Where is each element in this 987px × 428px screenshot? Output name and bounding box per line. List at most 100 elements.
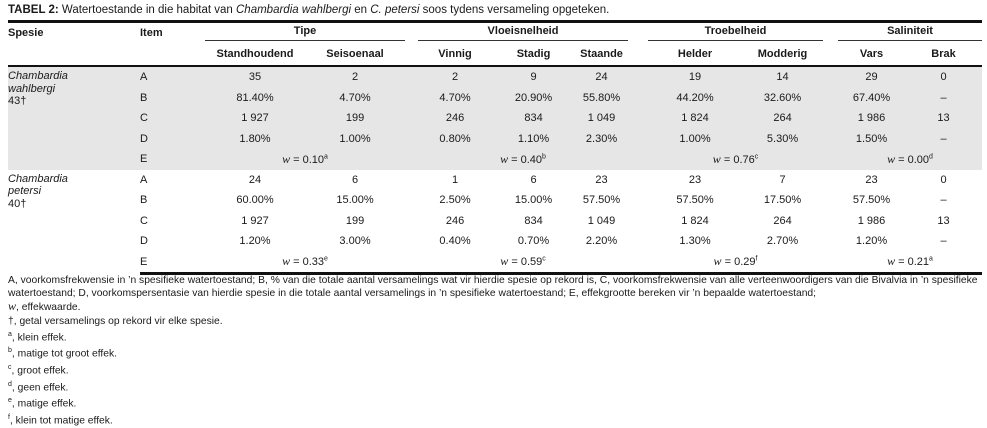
item-label: D: [140, 128, 205, 149]
table-cell: 264: [742, 108, 824, 129]
table-cell: 5.30%: [742, 128, 824, 149]
table-row: Chambardia wahlbergi 43† A 35 2 2 9 24 19 14 29 0: [8, 66, 983, 170]
footnote: †, getal versamelings op rekord vir elke…: [8, 315, 223, 327]
header-group-vloeisnelheid: Vloeisnelheid: [418, 20, 629, 43]
table-cell: 15.00%: [514, 194, 553, 207]
header-spesie: Spesie: [8, 20, 140, 43]
footnote: b, matige tot groot effek.: [8, 347, 118, 360]
header-item: Item: [140, 20, 205, 43]
table-row: D 1.80% 1.00% 0.80% 1.10% 2.30% 1.00% 5.30% 1.50…: [8, 128, 983, 149]
header-column: Brak: [905, 43, 983, 67]
table-cell: –: [905, 87, 983, 108]
table-cell: 23: [865, 173, 878, 186]
table-cell: 1.00%: [305, 128, 406, 149]
effect-size: w = 0.76c: [648, 149, 824, 170]
item-label: B: [140, 194, 148, 207]
effect-size: w = 0.10a: [205, 149, 406, 170]
table-cell: 2.70%: [766, 235, 799, 248]
table-cell: 1.80%: [205, 128, 305, 149]
item-label: A: [140, 173, 148, 186]
table-label: TABEL 2:: [8, 4, 59, 16]
table-cell: 6: [351, 173, 359, 186]
table-cell: 55.80%: [575, 87, 629, 108]
table-notes: A, voorkomsfrekwensie in ’n spesifieke w…: [8, 274, 983, 428]
table-cell: 1 927: [205, 108, 305, 129]
table-cell: 19: [648, 66, 743, 88]
table-cell: 246: [445, 214, 465, 227]
table-cell: 199: [305, 108, 406, 129]
table-cell: 6: [530, 173, 537, 186]
item-label: B: [140, 87, 205, 108]
caption-text: en: [351, 4, 371, 16]
table-cell: 24: [248, 173, 262, 186]
table-cell: 2: [418, 66, 493, 88]
table-row: B 81.40% 4.70% 4.70% 20.90% 55.80% 44.20% 32.60…: [8, 87, 983, 108]
table-cell: 20.90%: [492, 87, 576, 108]
species-block-wahlbergi: Chambardia wahlbergi 43† A 35 2 2 9 24 19 14 29 0 B 81…: [8, 66, 983, 170]
table-cell: 81.40%: [205, 87, 305, 108]
table-cell: 0.40%: [439, 235, 471, 248]
table-cell: 1 986: [857, 214, 886, 227]
header-column: Seisoenaal: [305, 43, 406, 67]
footnote: e, matige effek.: [8, 397, 77, 410]
table-cell: –: [905, 128, 983, 149]
caption-species: Chambardia wahlbergi: [236, 4, 352, 16]
header-group-tipe: Tipe: [205, 20, 406, 43]
header-column: Modderig: [742, 43, 824, 67]
table-cell: 1.20%: [239, 235, 271, 248]
effect-size: w = 0.59c: [418, 251, 629, 275]
table-cell: 834: [492, 108, 576, 129]
table-cell: 0: [905, 66, 983, 88]
caption-text: Watertoestande in die habitat van: [58, 4, 236, 16]
table-cell: 0.70%: [517, 235, 550, 248]
table-cell: 9: [492, 66, 576, 88]
effect-size: w = 0.33e: [205, 251, 406, 275]
header-group-troebelheid: Troebelheid: [648, 20, 824, 43]
table-cell: 14: [742, 66, 824, 88]
table-cell: 264: [773, 214, 792, 227]
item-label: C: [140, 214, 148, 227]
item-label: C: [140, 108, 205, 129]
header-column: Staande: [575, 43, 629, 67]
header-column: Helder: [648, 43, 743, 67]
table-cell: 0.80%: [418, 128, 493, 149]
table-cell: 2: [305, 66, 406, 88]
table-cell: 1 986: [838, 108, 906, 129]
table-cell: 32.60%: [742, 87, 824, 108]
table-cell: 1 824: [648, 108, 743, 129]
item-label: D: [140, 235, 148, 248]
legend-note: A, voorkomsfrekwensie in ’n spesifieke w…: [8, 275, 978, 300]
table-cell: 57.50%: [852, 194, 891, 207]
table-cell: 13: [937, 214, 950, 227]
header-column: Vinnig: [418, 43, 493, 67]
table-cell: 1.30%: [679, 235, 711, 248]
header-column: Stadig: [492, 43, 576, 67]
table-row: B 60.00% 15.00% 2.50% 15.00% 57.50% 57.50% 17.5…: [8, 190, 982, 211]
table-cell: 2.20%: [585, 235, 618, 248]
table-cell: 2.30%: [575, 128, 629, 149]
effect-size: w = 0.21a: [838, 251, 983, 275]
effect-size: w = 0.29f: [648, 251, 824, 275]
item-label: E: [140, 149, 205, 170]
footnote: c, groot effek.: [8, 364, 69, 377]
table-cell: 17.50%: [763, 194, 802, 207]
table-cell: 35: [205, 66, 305, 88]
table-cell: 1 049: [575, 108, 629, 129]
table-caption: TABEL 2: Watertoestande in die habitat v…: [8, 4, 609, 16]
table-cell: 834: [524, 214, 543, 227]
table-cell: 4.70%: [305, 87, 406, 108]
header-column: Vars: [838, 43, 906, 67]
effect-size: w = 0.00d: [838, 149, 983, 170]
table-cell: 4.70%: [418, 87, 493, 108]
table-cell: 246: [418, 108, 493, 129]
item-label: E: [140, 251, 205, 275]
table-cell: 1.50%: [838, 128, 906, 149]
species-name: Chambardia wahlbergi 43†: [8, 66, 140, 170]
table-cell: 1 824: [681, 214, 709, 227]
table-cell: –: [940, 235, 947, 248]
header-column: Standhoudend: [205, 43, 305, 67]
